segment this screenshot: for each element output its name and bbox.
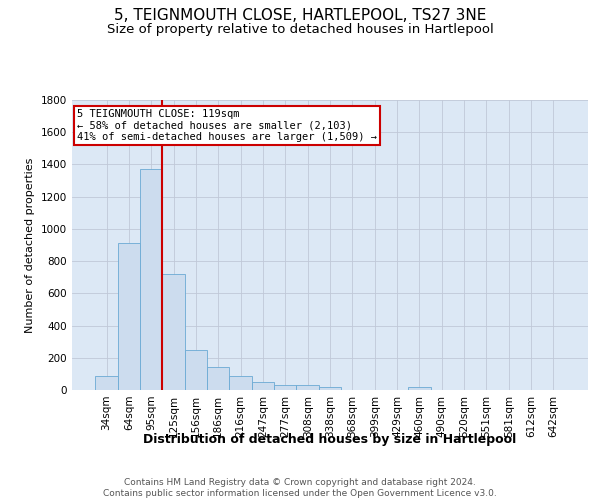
Y-axis label: Number of detached properties: Number of detached properties: [25, 158, 35, 332]
Text: 5, TEIGNMOUTH CLOSE, HARTLEPOOL, TS27 3NE: 5, TEIGNMOUTH CLOSE, HARTLEPOOL, TS27 3N…: [114, 8, 486, 22]
Bar: [185, 350, 207, 390]
Bar: [163, 274, 185, 390]
Bar: [118, 244, 140, 390]
Text: Contains HM Land Registry data © Crown copyright and database right 2024.
Contai: Contains HM Land Registry data © Crown c…: [103, 478, 497, 498]
Bar: [95, 376, 118, 390]
Text: Size of property relative to detached houses in Hartlepool: Size of property relative to detached ho…: [107, 22, 493, 36]
Bar: [408, 387, 431, 390]
Bar: [319, 387, 341, 390]
Bar: [229, 376, 252, 390]
Bar: [274, 385, 296, 390]
Bar: [252, 382, 274, 390]
Bar: [140, 170, 163, 390]
Bar: [296, 385, 319, 390]
Bar: [207, 368, 229, 390]
Text: Distribution of detached houses by size in Hartlepool: Distribution of detached houses by size …: [143, 432, 517, 446]
Text: 5 TEIGNMOUTH CLOSE: 119sqm
← 58% of detached houses are smaller (2,103)
41% of s: 5 TEIGNMOUTH CLOSE: 119sqm ← 58% of deta…: [77, 108, 377, 142]
